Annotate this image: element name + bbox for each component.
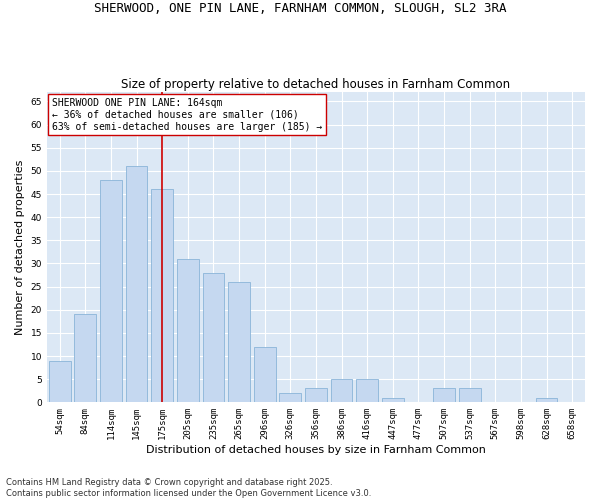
Bar — [203, 272, 224, 402]
Text: SHERWOOD, ONE PIN LANE, FARNHAM COMMON, SLOUGH, SL2 3RA: SHERWOOD, ONE PIN LANE, FARNHAM COMMON, … — [94, 2, 506, 16]
Bar — [433, 388, 455, 402]
Bar — [74, 314, 96, 402]
Bar — [382, 398, 404, 402]
Bar — [356, 379, 378, 402]
Bar — [305, 388, 327, 402]
X-axis label: Distribution of detached houses by size in Farnham Common: Distribution of detached houses by size … — [146, 445, 486, 455]
Text: Contains HM Land Registry data © Crown copyright and database right 2025.
Contai: Contains HM Land Registry data © Crown c… — [6, 478, 371, 498]
Title: Size of property relative to detached houses in Farnham Common: Size of property relative to detached ho… — [121, 78, 511, 91]
Bar — [49, 360, 71, 403]
Bar — [536, 398, 557, 402]
Bar — [151, 190, 173, 402]
Bar — [331, 379, 352, 402]
Y-axis label: Number of detached properties: Number of detached properties — [15, 160, 25, 335]
Text: SHERWOOD ONE PIN LANE: 164sqm
← 36% of detached houses are smaller (106)
63% of : SHERWOOD ONE PIN LANE: 164sqm ← 36% of d… — [52, 98, 323, 132]
Bar — [228, 282, 250, 403]
Bar — [254, 347, 275, 403]
Bar — [100, 180, 122, 402]
Bar — [280, 393, 301, 402]
Bar — [177, 259, 199, 402]
Bar — [459, 388, 481, 402]
Bar — [126, 166, 148, 402]
